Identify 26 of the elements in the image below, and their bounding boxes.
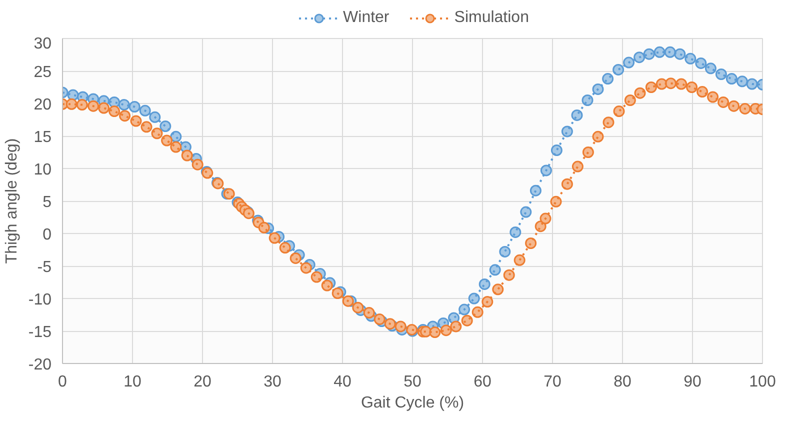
y-axis-title: Thigh angle (deg) — [3, 138, 20, 264]
legend-label: Winter — [343, 9, 390, 27]
x-tick-label: 90 — [684, 374, 702, 390]
y-tick-label: -5 — [37, 259, 52, 276]
y-tick-label: 10 — [34, 162, 52, 178]
y-tick-label: 20 — [34, 96, 52, 114]
y-tick-label: 15 — [34, 129, 52, 146]
y-tick-label: -10 — [28, 292, 52, 308]
x-tick-label: 80 — [614, 374, 632, 390]
y-tick-label: 0 — [42, 226, 52, 244]
x-tick-label: 20 — [194, 374, 212, 390]
x-tick-label: 10 — [124, 374, 142, 390]
x-tick-label: 40 — [334, 374, 352, 390]
x-tick-label: 60 — [474, 374, 492, 390]
y-tick-label: -15 — [28, 324, 52, 341]
x-tick-label: 70 — [544, 374, 562, 390]
x-tick-label: 50 — [404, 374, 422, 390]
y-tick-label: 25 — [34, 64, 52, 81]
y-tick-label: -20 — [28, 356, 52, 374]
y-tick-label: 5 — [42, 194, 52, 211]
y-tick-label: 30 — [34, 36, 52, 52]
x-tick-label: 0 — [58, 374, 68, 390]
x-axis-title: Gait Cycle (%) — [360, 394, 464, 412]
x-tick-label: 100 — [749, 374, 776, 390]
x-tick-label: 30 — [264, 374, 282, 390]
legend-label: Simulation — [454, 9, 529, 27]
